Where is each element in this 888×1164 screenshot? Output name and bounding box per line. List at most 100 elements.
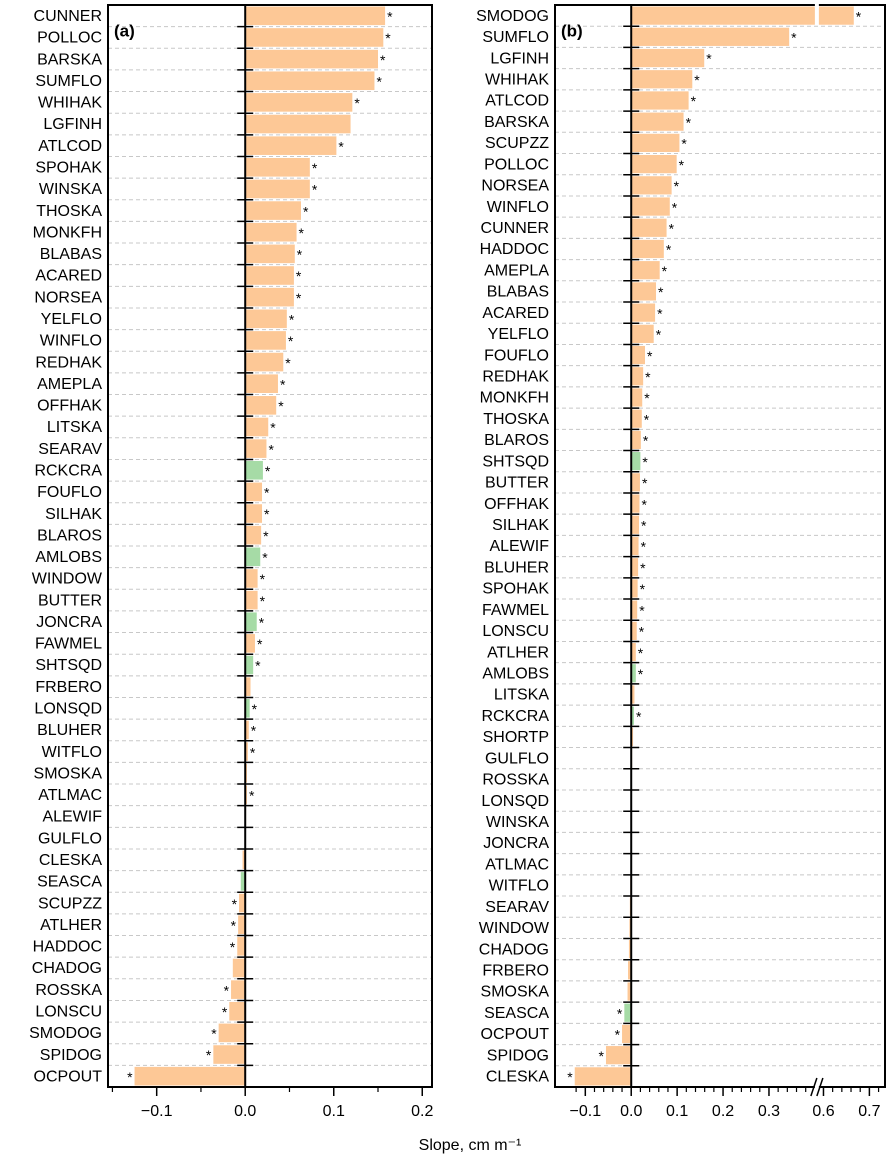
y-tick-label: ACARED <box>35 268 102 285</box>
bar <box>631 409 642 428</box>
bar <box>245 482 263 502</box>
significance-mark: * <box>251 723 257 739</box>
y-tick-label: SPOHAK <box>482 581 549 598</box>
x-tick-label: 0.1 <box>323 1103 345 1120</box>
bar <box>631 494 640 513</box>
significance-mark: * <box>264 506 270 522</box>
bar <box>245 460 263 480</box>
bar <box>245 655 254 675</box>
y-tick-label: LONSCU <box>482 623 549 640</box>
y-tick-label: SILHAK <box>45 506 102 523</box>
significance-mark: * <box>662 263 668 279</box>
significance-mark: * <box>641 517 647 533</box>
bar <box>631 27 790 46</box>
significance-mark: * <box>640 581 646 597</box>
y-tick-label: SPIDOG <box>487 1047 549 1064</box>
bar <box>245 157 310 177</box>
bar <box>631 48 705 68</box>
bar <box>631 6 815 25</box>
significance-mark: * <box>230 939 236 955</box>
y-tick-label: BLUHER <box>484 559 549 576</box>
significance-mark: * <box>615 1027 621 1043</box>
y-tick-label: ROSSKA <box>482 772 549 789</box>
significance-mark: * <box>303 203 309 219</box>
y-tick-label: SPIDOG <box>40 1047 102 1064</box>
bar <box>245 266 294 285</box>
bar <box>628 961 632 980</box>
bar <box>631 133 680 153</box>
y-tick-label: CHADOG <box>32 960 102 977</box>
bar <box>245 677 251 696</box>
significance-mark: * <box>641 496 647 512</box>
bar <box>240 872 246 891</box>
y-tick-label: OFFHAK <box>484 496 549 513</box>
bar <box>631 218 667 237</box>
significance-mark: * <box>257 636 263 652</box>
bar <box>213 1045 246 1064</box>
significance-mark: * <box>312 160 318 176</box>
y-tick-label: WINSKA <box>486 814 549 831</box>
y-tick-label: CUNNER <box>34 8 102 25</box>
y-tick-label: SEASCA <box>37 874 102 891</box>
significance-mark: * <box>278 398 284 414</box>
y-tick-label: ALEWIF <box>42 809 102 826</box>
y-tick-label: RCKCRA <box>34 462 102 479</box>
x-tick-label: 0.6 <box>812 1103 834 1120</box>
y-tick-label: FRBERO <box>35 679 102 696</box>
y-tick-label: THOSKA <box>36 203 102 220</box>
bar <box>631 621 637 640</box>
significance-mark: * <box>567 1069 573 1085</box>
significance-mark: * <box>211 1026 217 1042</box>
bar <box>245 742 248 761</box>
significance-mark: * <box>672 199 678 215</box>
bar <box>245 136 337 155</box>
x-tick-label: 0.7 <box>858 1103 880 1120</box>
y-tick-label: HADDOC <box>33 939 102 956</box>
significance-mark: * <box>856 8 862 24</box>
y-tick-label: OCPOUT <box>34 1068 103 1085</box>
bar <box>631 473 640 492</box>
y-tick-label: CLESKA <box>486 1069 549 1086</box>
significance-mark: * <box>642 454 648 470</box>
y-tick-label: WINFLO <box>40 333 102 350</box>
bar <box>631 558 639 577</box>
bar <box>574 1067 632 1086</box>
significance-mark: * <box>674 178 680 194</box>
x-tick-label: −0.1 <box>570 1103 602 1120</box>
bar <box>231 980 246 999</box>
significance-mark: * <box>636 708 642 724</box>
significance-mark: * <box>380 52 386 68</box>
bar <box>631 664 636 683</box>
bar <box>245 439 267 458</box>
y-tick-label: SMOSKA <box>34 765 103 782</box>
y-tick-label: ATLMAC <box>485 856 549 873</box>
y-tick-label: FOUFLO <box>484 347 549 364</box>
y-tick-label: SEASCA <box>484 1005 549 1022</box>
significance-mark: * <box>645 369 651 385</box>
bar <box>631 579 638 598</box>
y-tick-label: SMODOG <box>476 8 549 25</box>
y-tick-label: REDHAK <box>35 354 102 371</box>
significance-mark: * <box>260 571 266 587</box>
bar <box>245 612 257 632</box>
y-tick-label: BARSKA <box>37 51 102 68</box>
significance-mark: * <box>222 1004 228 1020</box>
significance-mark: * <box>638 666 644 682</box>
significance-mark: * <box>658 284 664 300</box>
y-tick-label: POLLOC <box>484 156 549 173</box>
bar <box>631 176 672 195</box>
bar <box>631 91 689 110</box>
y-tick-label: ATLHER <box>487 644 549 661</box>
y-tick-label: ROSSKA <box>35 982 102 999</box>
y-tick-label: SCUPZZ <box>485 135 549 152</box>
y-tick-label: SEARAV <box>485 899 549 916</box>
bar <box>245 287 294 307</box>
y-tick-label: WINDOW <box>32 571 103 588</box>
y-tick-label: SHORTP <box>483 729 549 746</box>
bar <box>245 179 310 199</box>
x-tick-label: 0.0 <box>620 1103 642 1120</box>
bar <box>631 452 641 471</box>
y-tick-label: BUTTER <box>485 475 549 492</box>
y-tick-label: SMODOG <box>29 1025 102 1042</box>
